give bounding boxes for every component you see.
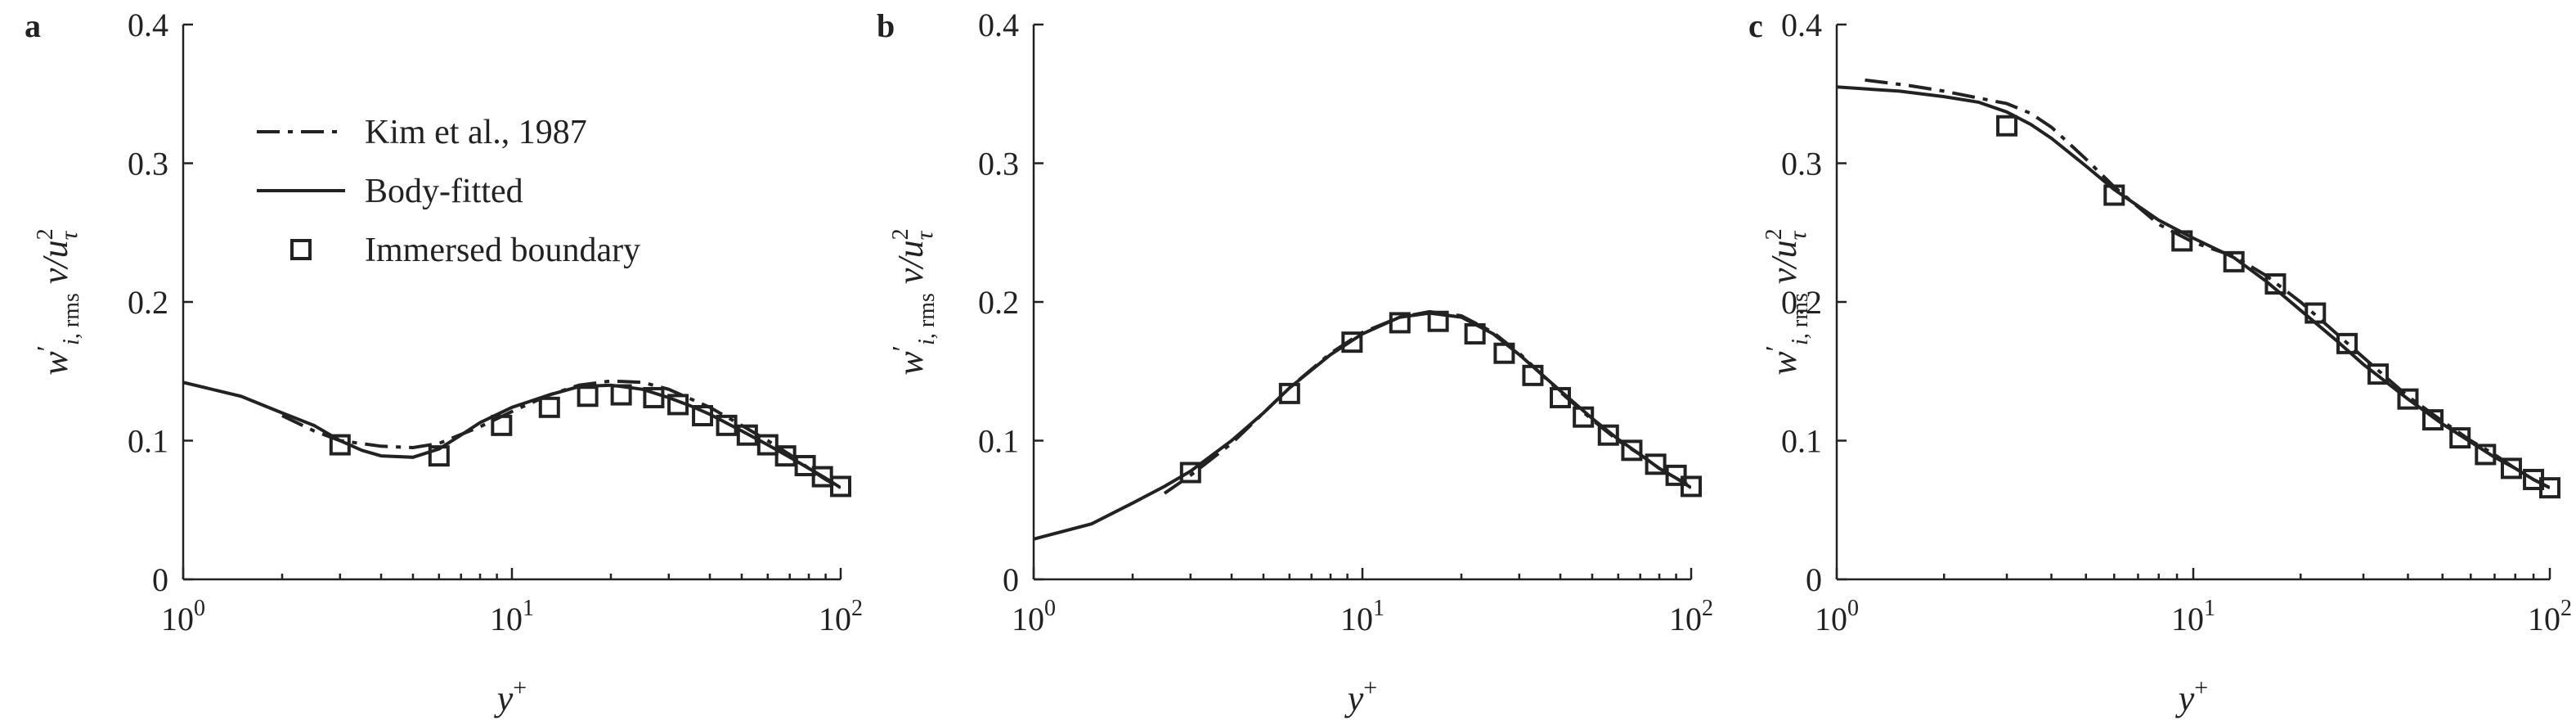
series-line-body-fitted (183, 381, 841, 489)
series-marker-immersed-boundary (1681, 475, 1702, 498)
series-marker-immersed-boundary (692, 404, 714, 426)
y-tick-label: 0 (1003, 561, 1019, 598)
series-marker-immersed-boundary (1493, 342, 1515, 364)
x-axis-label: y+ (1344, 674, 1377, 718)
series-marker-immersed-boundary (716, 414, 738, 436)
x-tick-label: 102 (2528, 596, 2572, 637)
series-marker-immersed-boundary (2539, 477, 2560, 499)
series-marker-immersed-boundary (1464, 322, 1486, 344)
x-tick-label: 101 (490, 596, 534, 637)
y-axis-label: w′i, rms v/u2τ (1761, 228, 1813, 375)
x-tick-label: 102 (1669, 596, 1713, 637)
y-tick-label: 0.1 (1781, 423, 1822, 460)
series-marker-immersed-boundary (643, 386, 665, 408)
x-tick-label: 101 (1340, 596, 1384, 637)
y-tick-label: 0.3 (1781, 146, 1822, 182)
series-marker-immersed-boundary (2500, 457, 2522, 480)
x-tick-label: 100 (1815, 596, 1859, 637)
series-marker-immersed-boundary (1389, 312, 1411, 334)
series-line-kim-et-al-1987 (1865, 78, 2550, 489)
panel-letter: c (1748, 7, 1763, 44)
series-marker-immersed-boundary (1550, 386, 1572, 408)
y-tick-label: 0.2 (978, 284, 1019, 321)
series-marker-immersed-boundary (2367, 363, 2390, 385)
panel-a: a 0 0.1 0.2 0.3 0.4 100 101 102 y+ w′i, rms v/u2τ K… (25, 7, 863, 718)
series-marker-immersed-boundary (756, 434, 779, 456)
y-tick-label: 0.4 (1781, 7, 1822, 43)
series-marker-immersed-boundary (1996, 115, 2018, 137)
series-line-kim-et-al-1987 (281, 379, 841, 489)
y-tick-label: 0 (152, 561, 168, 598)
panel-b: b 0 0.1 0.2 0.3 0.4 100 101 102 y+ w′i, rms v/u2τ (877, 7, 1713, 718)
x-tick-label: 101 (2171, 596, 2215, 637)
series-marker-immersed-boundary (1665, 464, 1687, 486)
y-tick-label: 0.3 (978, 146, 1019, 182)
series-marker-immersed-boundary (577, 385, 599, 408)
series-marker-immersed-boundary (2475, 444, 2497, 466)
series-marker-immersed-boundary (736, 424, 758, 446)
series-marker-immersed-boundary (2103, 184, 2125, 206)
series-marker-immersed-boundary (1621, 439, 1643, 462)
y-axis-label: w′i, rms v/u2τ (32, 228, 84, 375)
series-marker-immersed-boundary (2422, 409, 2444, 431)
series-line-body-fitted (1034, 311, 1691, 541)
panel-letter: a (25, 7, 41, 44)
series-marker-immersed-boundary (2397, 388, 2419, 410)
series-marker-immersed-boundary (2171, 230, 2193, 252)
series-marker-immersed-boundary (794, 455, 816, 477)
series-line-kim-et-al-1987 (1163, 309, 1691, 495)
series-marker-immersed-boundary (2304, 302, 2327, 324)
series-marker-immersed-boundary (2264, 272, 2287, 295)
series-marker-immersed-boundary (830, 475, 851, 498)
series-marker-immersed-boundary (2336, 332, 2358, 354)
series-marker-immersed-boundary (1573, 406, 1595, 428)
panel-c: c 0 0.1 0.2 0.3 0.4 100 101 102 y+ w′i, rms v/u2τ (1748, 7, 2572, 718)
series-marker-immersed-boundary (2449, 427, 2471, 449)
x-tick-label: 100 (1012, 596, 1056, 637)
legend-label: Immersed boundary (365, 232, 640, 269)
series-marker-immersed-boundary (329, 434, 351, 456)
legend-label: Body-fitted (365, 173, 523, 210)
legend-label: Kim et al., 1987 (365, 114, 587, 151)
y-tick-label: 0.2 (1781, 284, 1822, 321)
y-tick-label: 0.2 (128, 284, 168, 321)
series-marker-immersed-boundary (2223, 250, 2245, 272)
series-marker-immersed-boundary (610, 384, 632, 406)
series-marker-immersed-boundary (1341, 331, 1363, 353)
series-marker-immersed-boundary (1522, 364, 1544, 386)
series-marker-immersed-boundary (1179, 462, 1201, 484)
y-axis-label: w′i, rms v/u2τ (887, 228, 940, 375)
series-marker-immersed-boundary (1645, 453, 1667, 475)
y-tick-label: 0.3 (128, 146, 168, 182)
legend-marker-square (290, 239, 312, 260)
y-tick-label: 0.1 (128, 423, 168, 460)
panel-letter: b (877, 7, 895, 44)
y-tick-label: 0.1 (978, 423, 1019, 460)
series-marker-immersed-boundary (538, 396, 560, 418)
y-tick-label: 0 (1806, 561, 1822, 598)
series-marker-immersed-boundary (1278, 382, 1300, 404)
series-marker-immersed-boundary (428, 445, 450, 467)
x-tick-label: 102 (819, 596, 863, 637)
x-axis-label: y+ (2175, 674, 2208, 718)
series-marker-immersed-boundary (1597, 424, 1619, 446)
series-marker-immersed-boundary (667, 394, 689, 416)
x-axis-label: y+ (494, 674, 527, 718)
y-tick-label: 0.4 (978, 7, 1019, 43)
series-marker-immersed-boundary (1427, 310, 1449, 332)
x-tick-label: 100 (161, 596, 205, 637)
y-tick-label: 0.4 (128, 7, 168, 43)
series-marker-immersed-boundary (491, 414, 513, 436)
